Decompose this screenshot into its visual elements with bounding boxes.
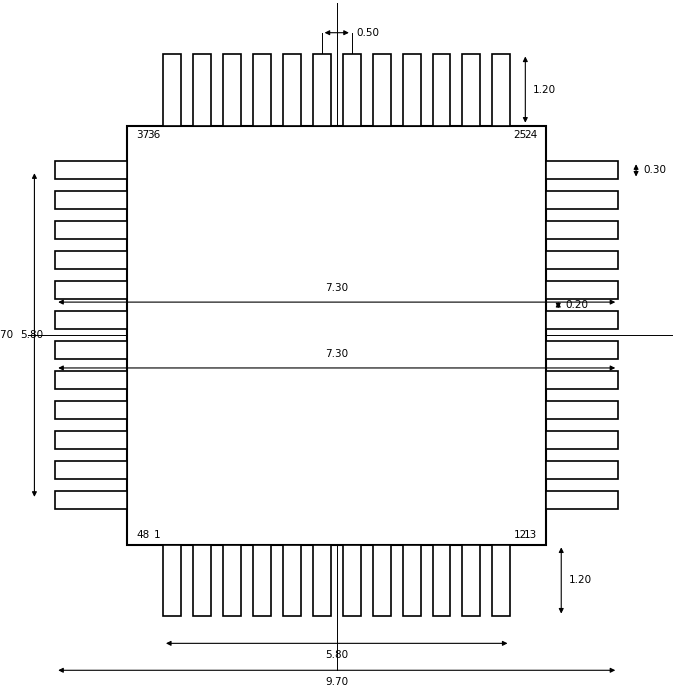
Text: 12: 12 xyxy=(513,530,526,540)
Bar xyxy=(546,251,618,270)
Text: 24: 24 xyxy=(524,130,538,140)
Bar xyxy=(546,401,618,419)
Bar xyxy=(463,54,480,125)
Bar xyxy=(253,545,271,617)
Bar xyxy=(546,430,618,449)
Bar xyxy=(546,162,618,179)
Bar xyxy=(343,545,360,617)
Text: 36: 36 xyxy=(147,130,160,140)
Bar xyxy=(55,251,127,270)
Text: 48: 48 xyxy=(136,530,149,540)
Bar xyxy=(55,281,127,299)
Bar xyxy=(492,545,510,617)
Bar xyxy=(283,545,301,617)
Text: 1.20: 1.20 xyxy=(568,575,592,585)
Bar xyxy=(223,54,241,125)
Bar xyxy=(193,545,211,617)
Bar xyxy=(433,545,451,617)
Bar xyxy=(546,461,618,479)
Text: 9.70: 9.70 xyxy=(0,330,13,340)
Text: 13: 13 xyxy=(524,530,538,540)
Bar xyxy=(546,311,618,329)
Text: 7.30: 7.30 xyxy=(326,283,349,293)
Bar xyxy=(163,54,181,125)
Bar xyxy=(402,54,421,125)
Bar xyxy=(55,491,127,509)
Text: 0.30: 0.30 xyxy=(643,165,666,176)
Text: 0.50: 0.50 xyxy=(356,28,379,38)
Bar xyxy=(55,311,127,329)
Bar xyxy=(127,125,546,545)
Bar xyxy=(343,54,360,125)
Bar xyxy=(55,221,127,239)
Bar xyxy=(546,191,618,209)
Text: 25: 25 xyxy=(513,130,526,140)
Bar xyxy=(55,341,127,359)
Bar xyxy=(283,54,301,125)
Bar xyxy=(55,401,127,419)
Bar xyxy=(546,491,618,509)
Text: 37: 37 xyxy=(136,130,149,140)
Bar xyxy=(492,54,510,125)
Text: 5.80: 5.80 xyxy=(20,330,43,340)
Bar xyxy=(313,54,331,125)
Bar xyxy=(546,281,618,299)
Bar xyxy=(55,162,127,179)
Bar xyxy=(193,54,211,125)
Text: 7.30: 7.30 xyxy=(326,349,349,359)
Bar xyxy=(253,54,271,125)
Bar xyxy=(223,545,241,617)
Text: 0.20: 0.20 xyxy=(566,300,589,310)
Bar xyxy=(546,371,618,389)
Bar xyxy=(163,545,181,617)
Bar xyxy=(402,545,421,617)
Bar xyxy=(372,54,391,125)
Bar xyxy=(372,545,391,617)
Bar xyxy=(546,341,618,359)
Bar xyxy=(433,54,451,125)
Bar xyxy=(546,221,618,239)
Text: 9.70: 9.70 xyxy=(326,677,349,687)
Bar xyxy=(313,545,331,617)
Bar xyxy=(55,461,127,479)
Text: 5.80: 5.80 xyxy=(326,650,349,660)
Text: 1: 1 xyxy=(153,530,160,540)
Bar xyxy=(55,191,127,209)
Text: 1.20: 1.20 xyxy=(533,85,556,95)
Bar xyxy=(463,545,480,617)
Bar xyxy=(55,430,127,449)
Bar xyxy=(55,371,127,389)
